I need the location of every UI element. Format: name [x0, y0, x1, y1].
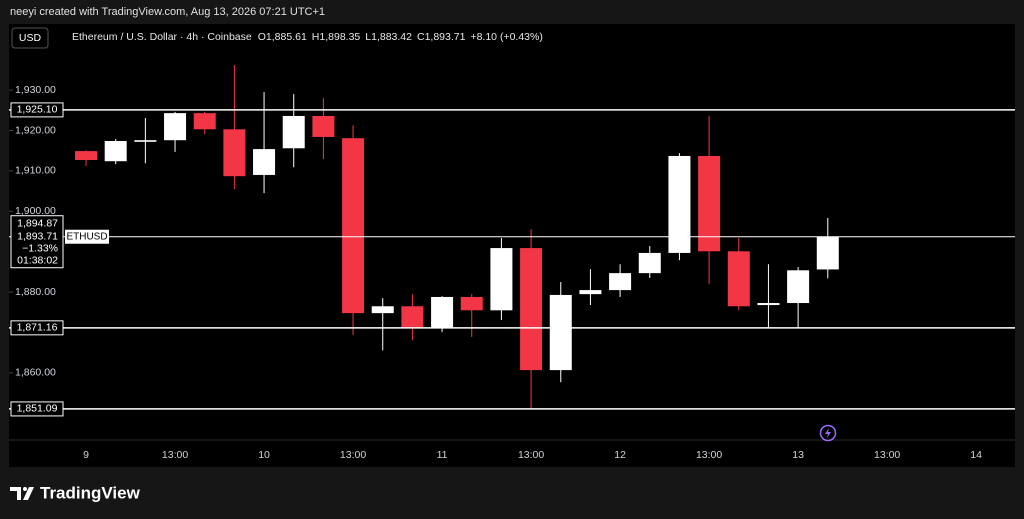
y-tick-label: 1,900.00 — [15, 205, 56, 217]
candle-body — [816, 236, 839, 270]
candle-body — [490, 248, 513, 311]
currency[interactable]: USD — [19, 32, 42, 44]
y-tick-label: 1,920.00 — [15, 124, 56, 136]
candle-body — [579, 290, 602, 295]
ohlc-prefix: C — [417, 31, 425, 43]
price-label: 1,893.71 — [17, 231, 58, 243]
x-tick-label: 13:00 — [518, 449, 544, 461]
candle-body — [342, 138, 365, 314]
candle-body — [75, 151, 98, 160]
candle-body — [401, 306, 424, 329]
footer-logo — [10, 487, 34, 500]
x-tick-label: 13:00 — [162, 449, 188, 461]
candle-body — [787, 270, 810, 304]
candle-body — [727, 251, 750, 307]
candle-body — [312, 115, 335, 137]
y-tick-label: 1,930.00 — [15, 84, 56, 96]
hline-label: 1,925.10 — [17, 104, 58, 116]
ohlc-value: 1,885.61 — [266, 31, 307, 43]
logo-mark — [23, 487, 34, 500]
ohlc-value: 1,898.35 — [319, 31, 360, 43]
hline-label-box — [10, 102, 64, 118]
x-tick-label: 13 — [792, 449, 804, 461]
price-label-box — [10, 215, 64, 269]
candle-body — [164, 113, 187, 141]
candle-body — [223, 129, 246, 177]
price-change: −1.33% — [22, 243, 58, 255]
x-tick-label: 13:00 — [696, 449, 722, 461]
ohlc-prefix: H — [312, 31, 320, 43]
candle-body — [668, 155, 691, 253]
chart-background — [9, 24, 1015, 467]
candle-body — [104, 141, 127, 162]
logo-mark — [10, 487, 21, 500]
alert-icon-bolt — [825, 428, 831, 438]
change: +8.10 (+0.43%) — [470, 31, 542, 43]
candle-body — [549, 294, 572, 371]
candle-body — [134, 140, 157, 142]
last-price: 1,894.87 — [17, 218, 58, 230]
candle-body — [698, 155, 721, 252]
ohlc-prefix: L — [365, 31, 371, 43]
alert-icon[interactable] — [819, 424, 837, 442]
y-tick-label: 1,910.00 — [15, 165, 56, 177]
x-tick-label: 13:00 — [874, 449, 900, 461]
x-tick-label: 14 — [970, 449, 982, 461]
x-tick-label: 10 — [258, 449, 270, 461]
candle-body — [638, 252, 661, 274]
footer-brand: TradingView — [40, 483, 141, 502]
candle-body — [371, 306, 394, 314]
hline-label: 1,851.09 — [17, 403, 58, 415]
ohlc-value: 1,883.42 — [371, 31, 412, 43]
x-tick-label: 12 — [614, 449, 626, 461]
watermark: neeyi created with TradingView.com, Aug … — [10, 6, 325, 18]
y-tick-label: 1,880.00 — [15, 286, 56, 298]
candle-body — [193, 113, 216, 130]
hline-label-box — [10, 320, 64, 336]
y-tick-label: 1,860.00 — [15, 367, 56, 379]
hline-label: 1,871.16 — [17, 322, 58, 334]
x-tick-label: 9 — [83, 449, 89, 461]
hline-label-box — [10, 401, 64, 417]
candle-body — [431, 296, 454, 329]
ohlc-value: 1,893.71 — [425, 31, 466, 43]
candle-body — [520, 248, 543, 371]
candle-body — [253, 149, 276, 175]
logo-mark — [23, 487, 27, 491]
candle-body — [282, 115, 305, 149]
candle-body — [609, 273, 632, 291]
header-line: Ethereum / U.S. Dollar · 4h · Coinbase O1… — [72, 31, 543, 43]
candle-body — [460, 296, 483, 311]
symbol: Ethereum / U.S. Dollar · 4h · Coinbase — [72, 31, 252, 43]
x-tick-label: 13:00 — [340, 449, 366, 461]
x-tick-label: 11 — [437, 449, 448, 461]
candle-body — [757, 303, 780, 306]
symbol-tag — [65, 229, 109, 244]
currency-button[interactable] — [11, 27, 49, 49]
symbol-tag-label: ETHUSD — [66, 231, 107, 242]
ohlc-prefix: O — [258, 31, 266, 43]
bar-countdown: 01:38:02 — [17, 255, 58, 267]
